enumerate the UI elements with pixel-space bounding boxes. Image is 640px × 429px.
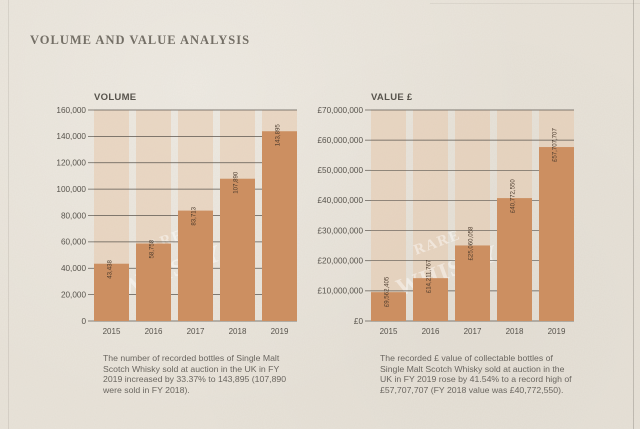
svg-text:£20,000,000: £20,000,000	[317, 257, 363, 266]
svg-text:83,713: 83,713	[191, 206, 198, 225]
svg-text:2019: 2019	[548, 327, 566, 335]
svg-text:20,000: 20,000	[61, 290, 86, 299]
svg-text:60,000: 60,000	[61, 238, 86, 247]
svg-text:160,000: 160,000	[56, 106, 86, 115]
svg-text:80,000: 80,000	[61, 211, 86, 220]
svg-text:£50,000,000: £50,000,000	[317, 166, 363, 175]
svg-text:2017: 2017	[187, 327, 205, 335]
svg-text:£60,000,000: £60,000,000	[317, 136, 363, 145]
svg-text:2018: 2018	[229, 327, 247, 335]
svg-text:2015: 2015	[380, 327, 398, 335]
svg-text:£70,000,000: £70,000,000	[317, 106, 363, 115]
svg-text:2019: 2019	[271, 327, 289, 335]
svg-text:2018: 2018	[506, 327, 524, 335]
svg-text:£10,000,000: £10,000,000	[317, 287, 363, 296]
svg-text:100,000: 100,000	[56, 185, 86, 194]
svg-text:143,895: 143,895	[275, 124, 282, 147]
svg-text:2016: 2016	[422, 327, 440, 335]
svg-text:£0: £0	[354, 317, 364, 326]
svg-text:40,000: 40,000	[61, 264, 86, 273]
svg-text:107,890: 107,890	[233, 171, 240, 194]
svg-text:£40,000,000: £40,000,000	[317, 196, 363, 205]
svg-text:£9,562,405: £9,562,405	[384, 276, 391, 307]
svg-text:£14,211,767: £14,211,767	[426, 259, 433, 293]
svg-text:0: 0	[81, 317, 86, 326]
svg-text:2016: 2016	[145, 327, 163, 335]
svg-text:140,000: 140,000	[56, 132, 86, 141]
svg-text:£57,707,707: £57,707,707	[552, 128, 559, 162]
svg-text:58,758: 58,758	[149, 239, 156, 258]
svg-text:£30,000,000: £30,000,000	[317, 226, 363, 235]
svg-text:2015: 2015	[103, 327, 121, 335]
svg-text:2017: 2017	[464, 327, 482, 335]
svg-text:£40,772,550: £40,772,550	[510, 179, 517, 213]
svg-text:120,000: 120,000	[56, 159, 86, 168]
svg-text:£25,060,058: £25,060,058	[468, 226, 475, 260]
svg-text:43,438: 43,438	[107, 259, 114, 278]
